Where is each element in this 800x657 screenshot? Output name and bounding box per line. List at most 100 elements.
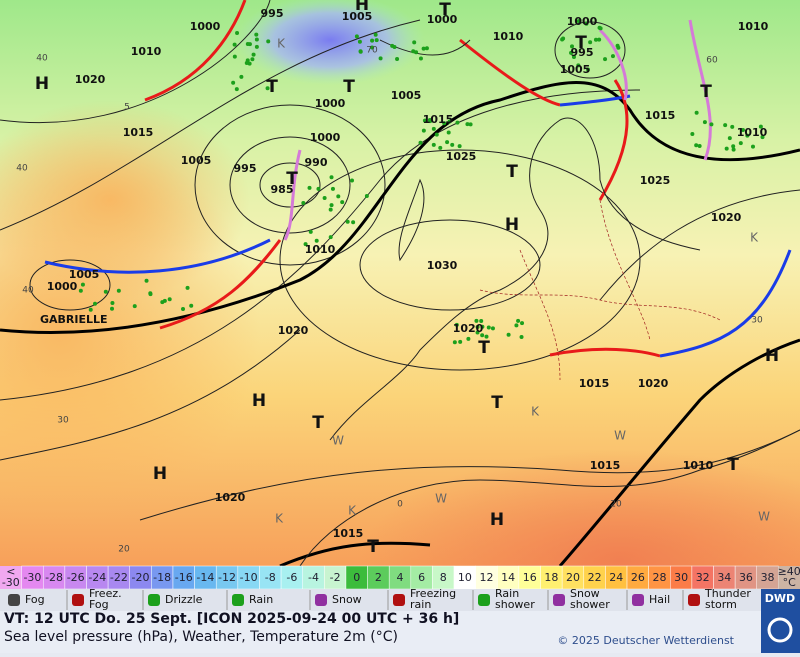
precipitation-dot [740, 127, 745, 132]
scale-label: ≥40 [778, 565, 800, 578]
precipitation-dot [110, 306, 115, 311]
precipitation-dot [418, 56, 423, 61]
precipitation-dot [329, 175, 334, 180]
pressure-label: 1010 [737, 126, 768, 139]
precipitation-dot [438, 145, 443, 150]
precipitation-dot [434, 132, 439, 137]
precipitation-dot [314, 238, 319, 243]
precipitation-dot [244, 61, 249, 66]
pressure-label: 1010 [683, 459, 714, 472]
scale-label: 20 [566, 571, 580, 584]
precipitation-dot [731, 147, 736, 152]
precipitation-dot [597, 37, 602, 42]
legend-label: storm [705, 598, 737, 611]
precipitation-dot [336, 194, 341, 199]
precipitation-dot [474, 318, 479, 323]
precipitation-dot [148, 292, 153, 297]
precipitation-dot [88, 307, 93, 312]
pressure-center: T [266, 77, 278, 97]
temperature-scale: <-30 -30 -28 -26 -24 -22 -20 -18 -16 -14 -12 -10 -8-… [0, 565, 800, 590]
scale-label: 36 [739, 571, 753, 584]
precipitation-dot [414, 50, 419, 55]
precipitation-dot [328, 207, 333, 212]
temperature-label: 60 [706, 56, 718, 66]
precipitation-dot [570, 44, 575, 49]
precipitation-dot [697, 143, 702, 148]
precipitation-dot [702, 120, 707, 125]
precipitation-dot [723, 123, 728, 128]
precipitation-dot [516, 318, 521, 323]
scale-label: 6 [418, 571, 425, 584]
temperature-label: 20 [610, 500, 622, 510]
precipitation-dot [750, 144, 755, 149]
isobars [0, 0, 800, 521]
scale-label: -30 [23, 571, 41, 584]
precipitation-dot [427, 118, 432, 123]
precipitation-dot [586, 67, 591, 72]
precipitation-dot [132, 304, 137, 309]
precipitation-dot [78, 288, 83, 293]
precipitation-dot [235, 31, 240, 36]
legend-label: Fog [25, 593, 45, 606]
legend-label: Freezing [410, 587, 456, 600]
precipitation-dot [316, 186, 321, 191]
scale-label: -26 [67, 571, 85, 584]
scale-label: -30 [2, 576, 20, 589]
legend-icon [148, 594, 160, 606]
precipitation-dot [103, 289, 108, 294]
pressure-label: 990 [305, 156, 328, 169]
precipitation-dot [694, 143, 699, 148]
pressure-label: 1000 [190, 20, 221, 33]
precipitation-dot [351, 220, 356, 225]
precipitation-dot [480, 333, 485, 338]
precipitation-dot [690, 132, 695, 137]
map-annotation: W [332, 434, 344, 448]
precipitation-dot [598, 26, 603, 31]
legend-icon [72, 594, 84, 606]
legend-label: Hail [649, 593, 670, 606]
temperature-label: 30 [751, 316, 763, 326]
borders [479, 199, 721, 381]
precipitation-dot [468, 122, 473, 127]
precipitation-dot [93, 301, 98, 306]
precipitation-dot [738, 141, 743, 146]
pressure-center: T [478, 338, 490, 358]
legend-label: shower [495, 598, 535, 611]
pressure-label: 1025 [640, 174, 671, 187]
weather-legend: Fog Freez.Fog Drizzle Rain Snow FreezingrainR… [8, 587, 751, 611]
precipitation-dot [265, 86, 270, 91]
pressure-center: T [727, 455, 739, 475]
scale-label: °C [783, 576, 797, 589]
precipitation-dot [357, 39, 362, 44]
precipitation-dot [458, 339, 463, 344]
precipitation-dot [475, 324, 480, 329]
pressure-label: 1015 [333, 527, 364, 540]
pressure-center: H [355, 0, 369, 15]
precipitation-dot [466, 336, 471, 341]
precipitation-dot [446, 130, 451, 135]
precipitation-dot [322, 196, 327, 201]
scale-label: 34 [717, 571, 731, 584]
pressure-center: T [367, 537, 379, 557]
precipitation-dot [144, 278, 149, 283]
precipitation-dot [232, 42, 237, 47]
scale-label: 28 [652, 571, 666, 584]
precipitation-dot [245, 41, 250, 46]
precipitation-dot [421, 128, 426, 133]
precipitation-dot [730, 124, 735, 129]
pressure-label: 1015 [123, 126, 154, 139]
scale-label: -2 [330, 571, 341, 584]
pressure-label: 1010 [493, 30, 524, 43]
scale-label: -8 [265, 571, 276, 584]
precipitation-dot [231, 80, 236, 85]
pressure-label: 1020 [711, 211, 742, 224]
scale-label: < [6, 565, 15, 578]
pressure-label: 1020 [278, 324, 309, 337]
scale-label: 12 [479, 571, 493, 584]
precipitation-dot [593, 37, 598, 42]
precipitation-dot [185, 285, 190, 290]
pressure-label: 1005 [560, 63, 591, 76]
